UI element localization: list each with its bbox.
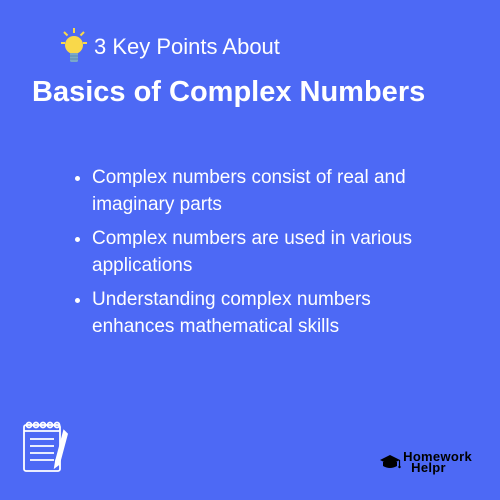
subtitle-text: 3 Key Points About	[94, 34, 280, 60]
lightbulb-icon	[60, 28, 88, 66]
key-points-list: Complex numbers consist of real and imag…	[32, 165, 468, 341]
infographic-card: 3 Key Points About Basics of Complex Num…	[0, 0, 500, 500]
notepad-icon	[20, 415, 76, 480]
main-title: Basics of Complex Numbers	[32, 76, 468, 109]
list-item: Understanding complex numbers enhances m…	[92, 287, 448, 340]
brand-logo: Homework Helpr	[379, 451, 472, 474]
graduation-cap-icon	[379, 453, 401, 471]
brand-line2: Helpr	[411, 462, 472, 474]
header-row: 3 Key Points About	[60, 28, 468, 66]
list-item: Complex numbers consist of real and imag…	[92, 165, 448, 218]
list-item: Complex numbers are used in various appl…	[92, 226, 448, 279]
brand-text: Homework Helpr	[403, 451, 472, 474]
